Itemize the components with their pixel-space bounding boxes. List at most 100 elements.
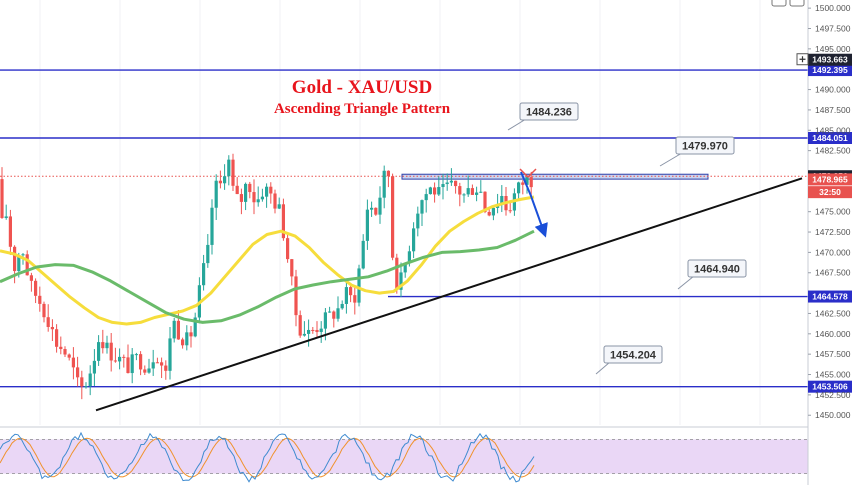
candle-body	[407, 251, 411, 264]
tick-label: 1485.000	[815, 125, 851, 135]
candle-body	[433, 187, 437, 195]
candle	[521, 180, 525, 195]
candle-body	[252, 192, 256, 203]
candle	[454, 180, 458, 194]
candle	[319, 321, 323, 343]
candle	[76, 356, 80, 387]
add-level-button[interactable]	[796, 53, 809, 66]
level-price-tag: 1492.395	[808, 64, 852, 77]
price-tag-label: 1493.663	[812, 55, 848, 65]
candle	[92, 349, 96, 386]
candle	[311, 326, 315, 334]
candle-body	[97, 342, 101, 361]
candle-body	[244, 183, 248, 202]
candle-body	[231, 159, 235, 186]
candle	[344, 279, 348, 314]
candle	[113, 347, 117, 363]
candle-body	[76, 367, 80, 378]
candle	[470, 184, 474, 196]
candle	[139, 351, 143, 376]
candle	[235, 177, 239, 195]
price-tag-bg	[808, 53, 852, 66]
candle	[239, 188, 243, 215]
candle-body	[475, 192, 479, 195]
candle-body	[25, 254, 29, 276]
candle	[105, 335, 109, 354]
candle	[424, 188, 428, 213]
candle	[67, 353, 71, 361]
level-tag-label: 1484.051	[812, 133, 848, 143]
candle-body	[21, 254, 25, 256]
level-tag-bg	[808, 131, 852, 144]
candle-body	[202, 263, 206, 286]
callout-pointer	[677, 275, 695, 290]
price-tag-label: 32:50	[819, 187, 841, 197]
candle-body	[307, 329, 311, 334]
candle	[206, 234, 210, 268]
candle-body	[38, 295, 42, 304]
candle-body	[235, 185, 239, 195]
moving-average-yellow	[0, 195, 535, 326]
level-price-tag: 1453.506	[808, 380, 852, 393]
expand-icon[interactable]	[789, 0, 805, 7]
stochastic-band	[0, 439, 808, 474]
candle-body	[508, 210, 512, 212]
tick-label: 1470.000	[815, 247, 851, 257]
candle	[29, 272, 33, 292]
settings-icon[interactable]	[771, 0, 787, 7]
candle	[349, 284, 353, 303]
candle-body	[71, 357, 75, 368]
candle-body	[445, 182, 449, 185]
candle-body	[344, 287, 348, 304]
candle	[412, 222, 416, 259]
grid	[39, 0, 761, 425]
candle	[437, 176, 441, 197]
candle	[185, 325, 189, 351]
candle	[244, 182, 248, 211]
price-callout: 1454.204	[595, 345, 663, 375]
price-callout: 1484.236	[507, 102, 579, 131]
candle	[302, 321, 306, 337]
candle	[147, 358, 151, 374]
stochastic-k-line	[0, 431, 535, 483]
candle-body	[391, 176, 395, 258]
candle-body	[336, 308, 340, 319]
candle-body	[269, 186, 273, 194]
candle	[357, 264, 361, 307]
candle-body	[357, 268, 361, 303]
candle	[395, 253, 399, 294]
trendline	[95, 177, 803, 412]
candle	[189, 325, 193, 348]
level-tag-bg	[808, 380, 852, 393]
candle	[214, 174, 218, 220]
candle	[38, 286, 42, 312]
candle-body	[88, 373, 92, 387]
candle	[71, 347, 75, 380]
callout-pointer	[595, 361, 611, 375]
candle	[265, 183, 269, 208]
candle-body	[521, 182, 525, 185]
callout-label: 1464.940	[694, 264, 740, 276]
candle	[298, 310, 302, 338]
tick-label: 1450.000	[815, 410, 851, 420]
candle-body	[151, 362, 155, 369]
candle	[449, 168, 453, 186]
candle	[420, 199, 424, 226]
candle-body	[143, 369, 147, 373]
tick-label: 1460.000	[815, 329, 851, 339]
candle-body	[395, 257, 399, 290]
callout-pointer	[507, 118, 527, 131]
reversal-marker	[519, 168, 537, 179]
candle-body	[319, 328, 323, 333]
plus-icon	[799, 56, 806, 63]
candle	[59, 336, 63, 355]
candle-body	[139, 354, 143, 370]
candle	[370, 201, 374, 217]
candle-body	[265, 186, 269, 197]
callout-label: 1484.236	[526, 107, 572, 119]
candle	[286, 232, 290, 263]
candle-body	[46, 317, 50, 327]
candle-body	[67, 354, 71, 358]
candle-body	[34, 280, 38, 296]
candle-body	[84, 386, 88, 388]
